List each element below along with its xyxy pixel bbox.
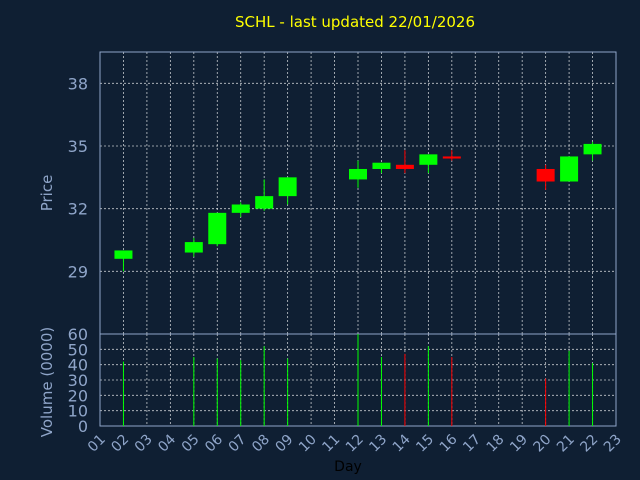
x-tick-label: 14	[390, 431, 414, 455]
x-tick-label: 11	[319, 432, 343, 456]
x-tick-label: 08	[249, 432, 273, 456]
x-tick-label: 10	[296, 432, 320, 456]
candle-body	[114, 250, 133, 259]
candle-body	[372, 162, 391, 169]
candle-body	[419, 154, 438, 165]
x-tick-label: 07	[226, 432, 250, 456]
x-tick-label: 03	[132, 432, 156, 456]
x-tick-label: 20	[531, 432, 555, 456]
x-tick-label: 19	[507, 432, 531, 456]
x-tick-label: 15	[413, 432, 437, 456]
candle-body	[349, 168, 367, 180]
x-tick-label: 06	[202, 431, 226, 455]
x-tick-label: 21	[554, 432, 578, 456]
chart-title: SCHL - last updated 22/01/2026	[235, 13, 475, 31]
x-tick-label: 04	[155, 431, 179, 455]
candle-body	[395, 164, 414, 169]
volume-tick-label: 50	[68, 340, 88, 359]
price-tick-label: 29	[68, 262, 88, 281]
candle-body	[442, 156, 461, 159]
candle-body	[583, 143, 602, 155]
x-tick-label: 23	[601, 432, 625, 456]
candle-body	[255, 196, 274, 209]
volume-axis-label: Volume (0000)	[38, 327, 56, 437]
x-tick-label: 18	[484, 432, 508, 456]
price-tick-label: 32	[68, 200, 88, 219]
price-axis-label: Price	[38, 175, 56, 212]
candle-body	[536, 168, 555, 182]
x-tick-label: 17	[460, 432, 484, 456]
x-tick-label: 02	[108, 432, 132, 456]
candle-body	[560, 156, 579, 182]
candle-body	[184, 242, 203, 253]
candle-body	[231, 204, 250, 213]
x-tick-label: 16	[437, 431, 461, 455]
volume-tick-label: 0	[78, 417, 88, 436]
x-tick-label: 12	[343, 432, 367, 456]
candle-body	[278, 177, 297, 197]
volume-tick-label: 30	[68, 371, 88, 390]
price-tick-label: 35	[68, 137, 88, 156]
x-axis-label: Day	[334, 459, 362, 475]
price-tick-label: 38	[68, 74, 88, 93]
x-tick-label: 13	[366, 432, 390, 456]
volume-tick-label: 20	[68, 386, 88, 405]
x-tick-label: 01	[85, 432, 109, 456]
volume-tick-label: 40	[68, 356, 88, 375]
x-tick-label: 09	[273, 432, 297, 456]
x-tick-label: 05	[179, 432, 203, 456]
x-tick-label: 22	[577, 432, 601, 456]
candle-body	[208, 212, 227, 245]
volume-tick-label: 60	[68, 325, 88, 344]
volume-tick-label: 10	[68, 402, 88, 421]
